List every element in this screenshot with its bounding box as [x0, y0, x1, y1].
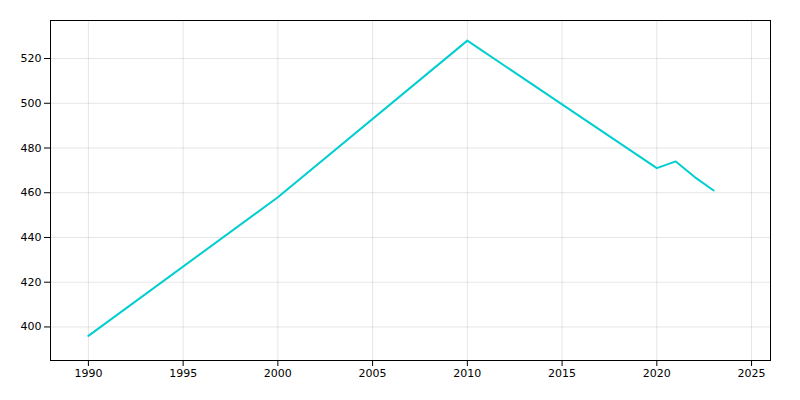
svg-text:2015: 2015 — [548, 367, 576, 380]
svg-text:2020: 2020 — [643, 367, 671, 380]
svg-text:1990: 1990 — [74, 367, 102, 380]
svg-text:1995: 1995 — [169, 367, 197, 380]
svg-text:2005: 2005 — [359, 367, 387, 380]
svg-text:2010: 2010 — [453, 367, 481, 380]
svg-text:2000: 2000 — [264, 367, 292, 380]
svg-text:2025: 2025 — [738, 367, 766, 380]
svg-text:400: 400 — [21, 320, 42, 333]
svg-text:520: 520 — [21, 52, 42, 65]
svg-text:500: 500 — [21, 97, 42, 110]
svg-text:480: 480 — [21, 142, 42, 155]
svg-text:460: 460 — [21, 186, 42, 199]
svg-text:420: 420 — [21, 276, 42, 289]
svg-text:440: 440 — [21, 231, 42, 244]
